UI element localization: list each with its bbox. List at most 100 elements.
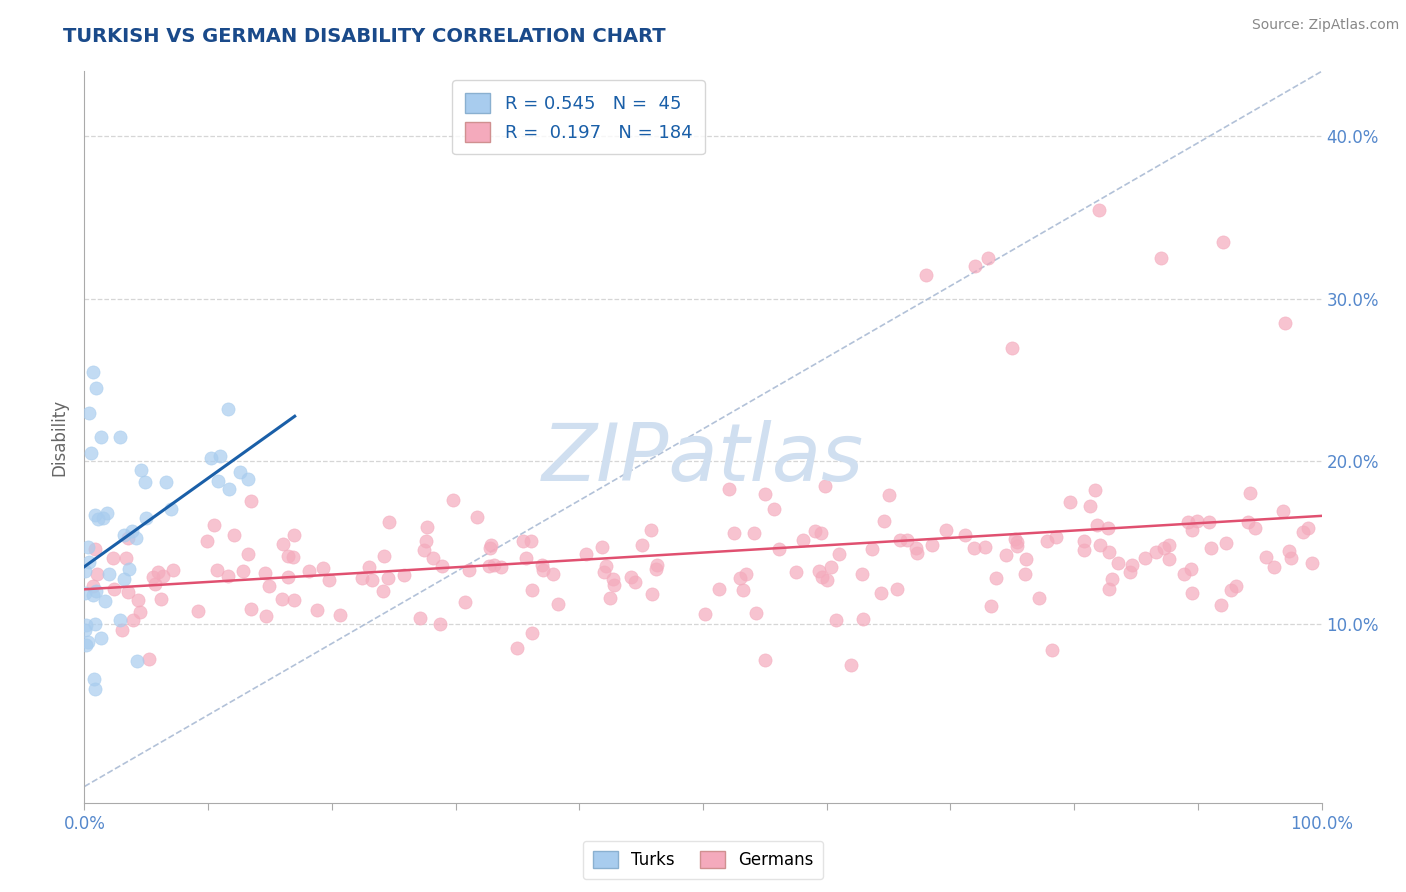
Point — [108, 430, 131, 444]
Legend: R = 0.545   N =  45, R =  0.197   N = 184: R = 0.545 N = 45, R = 0.197 N = 184 — [453, 80, 704, 154]
Point — [754, 653, 776, 667]
Point — [994, 548, 1017, 562]
Point — [112, 572, 135, 586]
Point — [432, 559, 454, 574]
Point — [77, 635, 100, 649]
Point — [82, 589, 104, 603]
Point — [717, 482, 740, 496]
Point — [135, 511, 157, 525]
Point — [1098, 544, 1121, 558]
Point — [412, 542, 434, 557]
Point — [1084, 483, 1107, 497]
Point — [1121, 558, 1143, 572]
Point — [96, 507, 118, 521]
Point — [1212, 235, 1234, 249]
Point — [359, 559, 381, 574]
Point — [1015, 552, 1038, 566]
Point — [1219, 582, 1241, 597]
Point — [86, 567, 108, 582]
Point — [218, 482, 240, 496]
Point — [955, 527, 977, 541]
Point — [80, 446, 103, 460]
Point — [75, 586, 97, 600]
Legend: Turks, Germans: Turks, Germans — [582, 841, 824, 880]
Point — [1296, 521, 1319, 535]
Point — [804, 524, 827, 538]
Point — [1090, 538, 1112, 552]
Point — [101, 550, 124, 565]
Point — [754, 486, 776, 500]
Point — [935, 523, 957, 537]
Y-axis label: Disability: Disability — [51, 399, 69, 475]
Point — [94, 594, 117, 608]
Point — [409, 611, 432, 625]
Point — [138, 652, 160, 666]
Point — [825, 613, 848, 627]
Point — [1278, 543, 1301, 558]
Point — [1263, 560, 1285, 574]
Point — [134, 475, 156, 489]
Point — [112, 528, 135, 542]
Point — [1040, 643, 1063, 657]
Point — [905, 546, 928, 560]
Point — [76, 638, 98, 652]
Point — [815, 574, 838, 588]
Point — [792, 533, 814, 548]
Point — [921, 538, 943, 552]
Point — [980, 599, 1002, 613]
Point — [217, 569, 239, 583]
Point — [914, 268, 936, 282]
Point — [90, 632, 112, 646]
Point — [87, 512, 110, 526]
Point — [810, 526, 832, 541]
Point — [1279, 551, 1302, 566]
Point — [478, 559, 501, 574]
Point — [709, 582, 731, 596]
Point — [1045, 530, 1067, 544]
Point — [541, 567, 564, 582]
Point — [1301, 556, 1323, 570]
Point — [641, 587, 664, 601]
Point — [1059, 495, 1081, 509]
Point — [1177, 515, 1199, 529]
Point — [129, 463, 152, 477]
Point — [465, 509, 488, 524]
Point — [361, 574, 384, 588]
Point — [481, 538, 503, 552]
Point — [457, 563, 479, 577]
Point — [1198, 515, 1220, 529]
Point — [415, 534, 437, 549]
Point — [1150, 252, 1173, 266]
Point — [851, 567, 873, 582]
Point — [1098, 582, 1121, 596]
Point — [429, 616, 451, 631]
Point — [73, 624, 96, 638]
Point — [1215, 535, 1237, 549]
Point — [83, 508, 105, 523]
Point — [870, 585, 893, 599]
Point — [965, 260, 987, 274]
Point — [82, 365, 104, 379]
Point — [1004, 533, 1026, 547]
Point — [142, 569, 165, 583]
Text: Source: ZipAtlas.com: Source: ZipAtlas.com — [1251, 18, 1399, 32]
Point — [103, 582, 125, 596]
Point — [531, 563, 554, 577]
Point — [762, 501, 785, 516]
Point — [852, 611, 875, 625]
Point — [1173, 566, 1195, 581]
Point — [1256, 549, 1278, 564]
Point — [886, 582, 908, 596]
Point — [595, 559, 617, 574]
Point — [813, 479, 835, 493]
Point — [1036, 533, 1059, 548]
Point — [530, 558, 553, 572]
Point — [591, 540, 613, 554]
Point — [1239, 486, 1261, 500]
Point — [768, 541, 790, 556]
Point — [84, 617, 107, 632]
Point — [162, 563, 184, 577]
Point — [77, 540, 100, 554]
Point — [506, 641, 529, 656]
Point — [83, 542, 105, 557]
